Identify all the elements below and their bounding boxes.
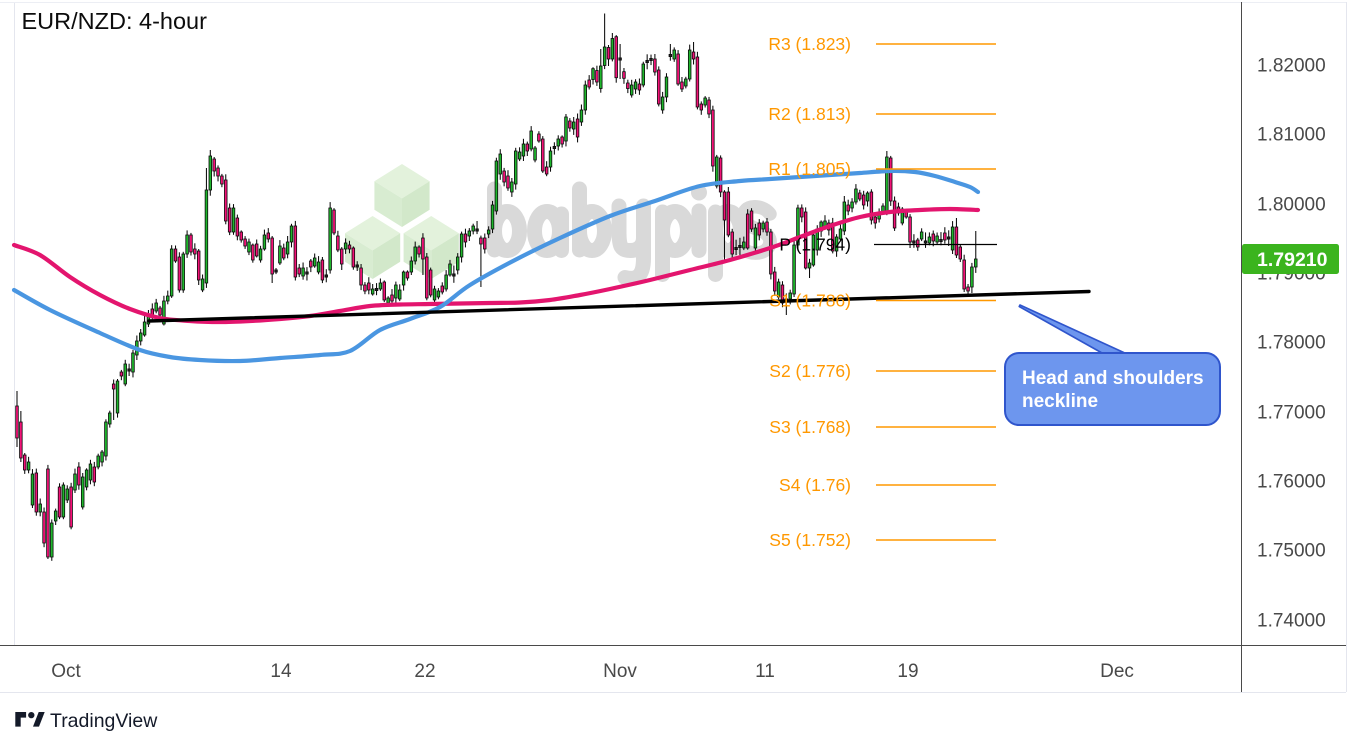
svg-text:1.79210: 1.79210 xyxy=(1257,249,1328,271)
svg-text:1.82000: 1.82000 xyxy=(1257,56,1326,77)
svg-text:TradingView: TradingView xyxy=(50,710,158,732)
svg-text:1.76000: 1.76000 xyxy=(1257,472,1326,493)
svg-text:Head and shoulders: Head and shoulders xyxy=(1022,368,1204,389)
svg-text:1.78000: 1.78000 xyxy=(1257,333,1326,354)
svg-text:S1 (1.786): S1 (1.786) xyxy=(769,291,851,311)
svg-text:11: 11 xyxy=(755,661,775,682)
svg-text:22: 22 xyxy=(414,661,435,682)
svg-text:Nov: Nov xyxy=(603,661,637,682)
svg-text:neckline: neckline xyxy=(1022,391,1098,412)
svg-text:Oct: Oct xyxy=(51,661,81,682)
svg-text:S3 (1.768): S3 (1.768) xyxy=(769,417,851,437)
svg-text:1.77000: 1.77000 xyxy=(1257,403,1326,424)
svg-text:R2 (1.813): R2 (1.813) xyxy=(768,104,851,124)
svg-text:EUR/NZD: 4-hour: EUR/NZD: 4-hour xyxy=(22,8,208,34)
svg-text:R1 (1.805): R1 (1.805) xyxy=(768,159,851,179)
svg-text:19: 19 xyxy=(897,661,918,682)
svg-text:14: 14 xyxy=(270,661,292,682)
svg-text:1.75000: 1.75000 xyxy=(1257,541,1326,562)
svg-text:1.80000: 1.80000 xyxy=(1257,195,1326,216)
svg-text:S5 (1.752): S5 (1.752) xyxy=(769,530,851,550)
svg-text:P (1.794): P (1.794) xyxy=(779,235,851,255)
svg-text:1.74000: 1.74000 xyxy=(1257,611,1326,632)
svg-text:1.81000: 1.81000 xyxy=(1257,125,1326,146)
svg-text:Dec: Dec xyxy=(1100,661,1134,682)
svg-text:S2 (1.776): S2 (1.776) xyxy=(769,361,851,381)
svg-text:S4 (1.76): S4 (1.76) xyxy=(779,475,851,495)
svg-text:R3 (1.823): R3 (1.823) xyxy=(768,34,851,54)
